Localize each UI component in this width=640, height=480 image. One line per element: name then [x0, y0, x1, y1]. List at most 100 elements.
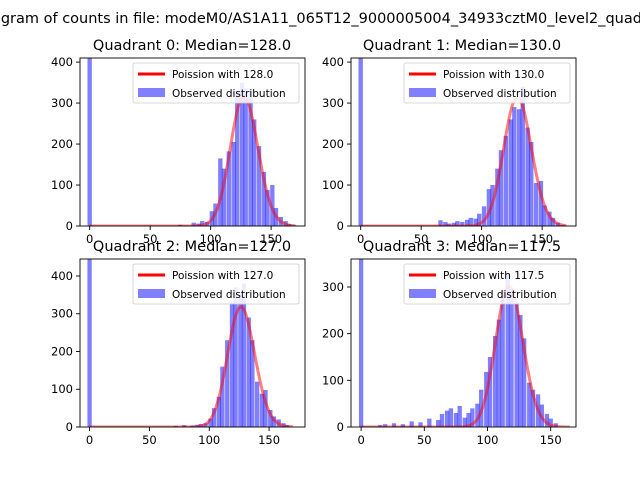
plot-area	[358, 259, 570, 427]
histogram-bar	[542, 205, 547, 226]
histogram-bar	[409, 421, 414, 427]
y-tick-label: 200	[322, 327, 344, 341]
legend: Poission with 130.0 Observed distribution	[403, 62, 571, 104]
histogram-bar	[220, 366, 225, 427]
legend-hist-label: Observed distribution	[443, 289, 557, 301]
axes-frame	[79, 57, 306, 227]
legend-line-label: Poission with 117.5	[443, 270, 544, 282]
legend-box	[403, 62, 571, 104]
y-tick-label: 300	[51, 96, 73, 110]
x-tick-label: 150	[531, 232, 553, 246]
histogram-bar	[460, 221, 465, 226]
histogram-bar	[391, 423, 397, 427]
y-tick-label: 300	[51, 307, 73, 321]
histogram-bar	[229, 302, 235, 427]
y-tick-label: 400	[51, 55, 73, 69]
legend-hist-label: Observed distribution	[172, 88, 286, 100]
histogram-bar	[191, 222, 196, 226]
quadrant-0-title: Quadrant 0: Median=128.0	[93, 38, 291, 54]
histogram-bar	[468, 217, 473, 226]
histogram-bar	[263, 390, 268, 427]
histogram-bar	[246, 317, 251, 427]
quadrant-1-title: Quadrant 1: Median=130.0	[363, 38, 561, 54]
histogram-bar	[252, 119, 257, 226]
histogram-bar	[231, 142, 236, 226]
histogram-bar	[439, 413, 445, 427]
axes-frame	[79, 258, 306, 428]
plot-area	[358, 58, 567, 226]
histogram-bar	[503, 135, 509, 226]
legend-hist-swatch	[138, 88, 165, 97]
histogram-bar	[520, 86, 525, 226]
y-tick-label: 0	[66, 420, 73, 434]
histogram-bar	[464, 219, 470, 226]
histogram-bar	[505, 273, 510, 427]
legend: Poission with 128.0 Observed distribution	[132, 62, 300, 104]
x-tick-label: 0	[357, 232, 364, 246]
histogram-bar	[200, 221, 205, 226]
legend: Poission with 127.0 Observed distribution	[132, 263, 300, 305]
y-tick-label: 0	[66, 219, 73, 233]
histogram-bar	[529, 142, 534, 226]
histogram-bar	[466, 413, 471, 427]
axes-frame	[350, 258, 577, 428]
histogram-bar	[453, 413, 459, 427]
histogram-bar	[208, 418, 213, 427]
x-tick-label: 100	[471, 232, 493, 246]
poisson-curve	[360, 284, 570, 427]
y-tick-label: 0	[337, 219, 344, 233]
y-tick-label: 200	[51, 344, 73, 358]
legend: Poission with 117.5 Observed distribution	[403, 263, 571, 305]
histogram-bar	[418, 422, 423, 427]
histogram-bar	[427, 418, 432, 427]
y-tick-label: 400	[51, 269, 73, 283]
histogram-bar	[268, 410, 273, 427]
histogram-bar	[261, 171, 267, 226]
histogram-bar	[544, 413, 550, 427]
x-tick-label: 150	[260, 232, 282, 246]
x-tick-label: 50	[417, 433, 432, 447]
histogram-bar	[500, 289, 505, 427]
legend-line-label: Poission with 127.0	[172, 270, 273, 282]
histogram-bar	[462, 417, 467, 427]
legend-hist-swatch	[409, 88, 436, 97]
histogram-bar	[487, 357, 493, 427]
legend-hist-swatch	[409, 289, 436, 298]
histogram-bar	[473, 218, 478, 226]
legend-box	[403, 263, 571, 305]
histogram-bar	[256, 146, 262, 226]
histogram-bar	[451, 222, 456, 226]
y-tick-label: 100	[322, 373, 344, 387]
legend-hist-swatch	[138, 289, 165, 298]
histogram-bar	[444, 410, 450, 427]
histogram-bar	[527, 382, 532, 427]
histogram-bar	[512, 107, 517, 226]
x-tick-label: 150	[258, 433, 280, 447]
histogram-bar	[533, 182, 539, 226]
histogram-bar	[226, 151, 231, 226]
histogram-bar	[457, 406, 462, 427]
histogram-bar	[259, 393, 265, 427]
histogram-bar	[248, 90, 253, 226]
histogram-bar	[87, 58, 92, 226]
histogram-bar	[218, 158, 223, 226]
x-tick-label: 50	[143, 232, 158, 246]
y-tick-label: 100	[322, 178, 344, 192]
histogram-bar	[495, 168, 500, 226]
histogram-bar	[470, 408, 475, 427]
legend-hist-label: Observed distribution	[172, 289, 286, 301]
quadrant-3-panel: Quadrant 3: Median=117.5 0 50 100 150 0 100 20…	[322, 239, 577, 447]
histogram-bar	[518, 315, 523, 427]
histogram-bar	[548, 418, 553, 427]
histogram-bar	[538, 180, 544, 226]
histogram-bar	[508, 119, 513, 226]
histogram-bar	[486, 189, 492, 226]
axes-frame	[350, 57, 577, 227]
histogram-bar	[525, 127, 530, 226]
histogram-bar	[514, 303, 519, 427]
histogram-bar	[509, 289, 514, 427]
x-tick-label: 0	[86, 232, 93, 246]
histogram-bar	[239, 82, 245, 226]
y-tick-label: 100	[51, 382, 73, 396]
quadrant-2-title: Quadrant 2: Median=127.0	[93, 239, 291, 255]
